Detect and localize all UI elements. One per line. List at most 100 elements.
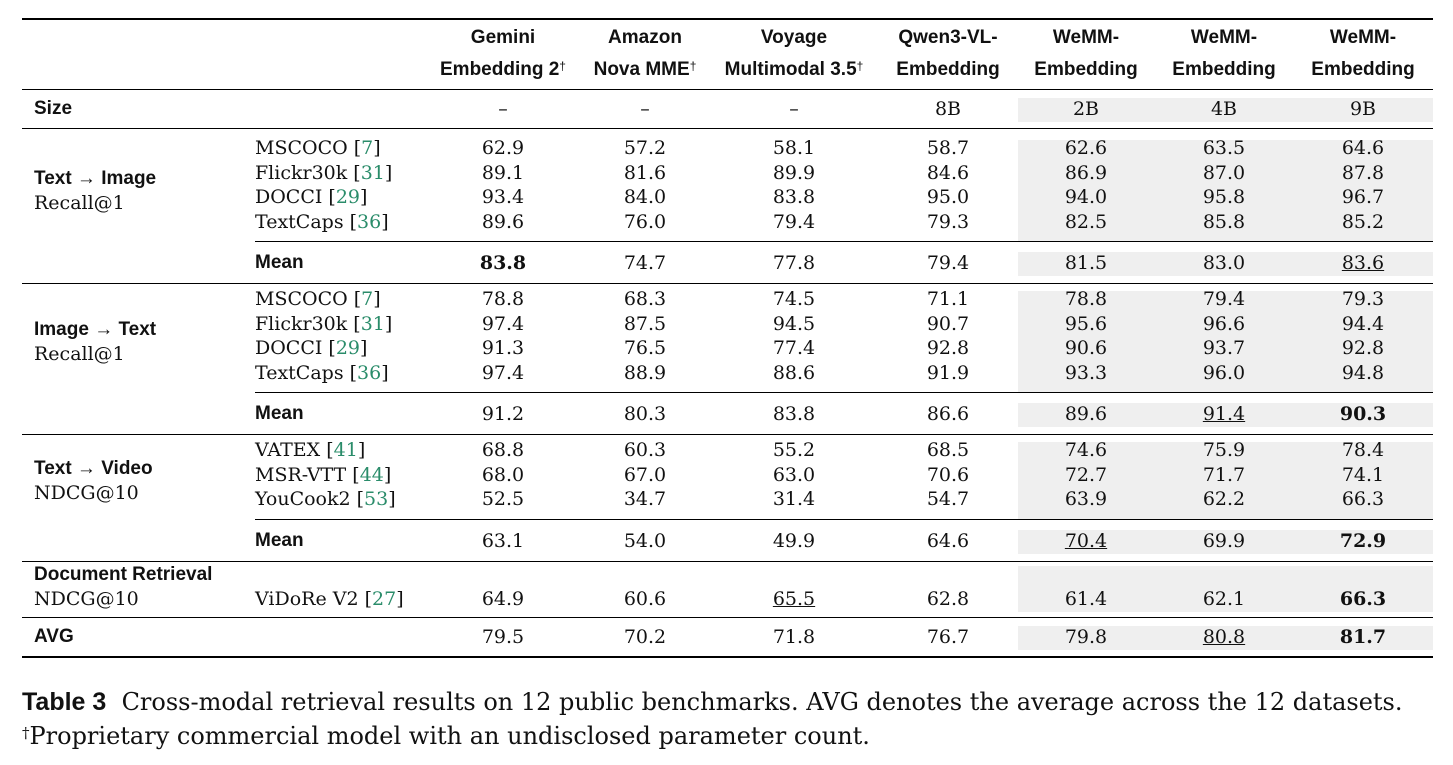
- table-cell: 52.5: [481, 488, 525, 510]
- group-title: Document Retrieval: [34, 564, 213, 585]
- avg-cell: 70.2: [623, 626, 667, 648]
- mean-cell: 90.3: [1339, 403, 1387, 425]
- citation-close: ]: [383, 463, 392, 486]
- table-cell: 84.6: [926, 161, 970, 184]
- shade-mean: [1018, 529, 1433, 554]
- group-metric: Recall@1: [34, 192, 125, 214]
- column-header-name: Embedding: [1034, 59, 1138, 80]
- mean-cell: 63.1: [481, 529, 525, 552]
- group-title: Image → Text: [34, 319, 157, 340]
- dataset-name: Flickr30k [: [255, 161, 361, 184]
- table-cell: 87.0: [1202, 161, 1246, 184]
- column-header-name: Embedding 2: [440, 59, 560, 80]
- table-cell: 64.9: [481, 588, 525, 610]
- citation-close: ]: [360, 337, 368, 359]
- shade-mean: [1018, 252, 1433, 276]
- mean-separator: [255, 518, 1433, 520]
- document-rule: [22, 617, 1433, 618]
- mean-cell: 83.8: [479, 252, 527, 274]
- mean-cell: 79.4: [926, 252, 970, 274]
- dagger-mark: †: [856, 59, 864, 73]
- mean-cell: 77.8: [772, 252, 816, 274]
- column-header-line1: WeMM-: [1329, 27, 1397, 48]
- table-cell: 68.3: [623, 288, 667, 310]
- table-cell: 76.0: [623, 210, 667, 233]
- table-cell: 79.3: [926, 210, 970, 233]
- table-cell: 54.7: [926, 488, 970, 510]
- group-metric: NDCG@10: [34, 588, 139, 610]
- avg-cell: 76.7: [926, 626, 970, 648]
- shade-mean: [1018, 403, 1433, 427]
- mean-label: Mean: [255, 403, 304, 424]
- citation-close: ]: [360, 186, 368, 208]
- table-cell: 58.1: [772, 137, 816, 159]
- shade-group: [1018, 291, 1433, 393]
- column-header-name: Nova MME: [593, 59, 690, 80]
- citation-close: ]: [357, 439, 366, 461]
- mean-cell: 64.6: [926, 529, 970, 552]
- table-cell: 79.4: [772, 210, 816, 233]
- dataset-name: DOCCI [: [255, 186, 336, 208]
- column-header-name: Embedding: [1311, 59, 1415, 80]
- mean-cell: 91.4: [1202, 403, 1246, 425]
- group-rule: [22, 434, 1433, 435]
- group-rule: [22, 283, 1433, 284]
- table-cell: 62.2: [1202, 488, 1246, 510]
- table-cell: 90.6: [1064, 337, 1108, 359]
- citation-ref: 27: [372, 588, 397, 610]
- column-header-line2: Embedding 2†: [423, 54, 583, 86]
- dataset-label: DOCCI [29]: [255, 185, 367, 209]
- column-header-line2: Embedding: [1006, 54, 1166, 86]
- citation-ref: 36: [357, 361, 382, 384]
- dataset-label: Flickr30k [31]: [255, 312, 392, 336]
- dataset-name: TextCaps [: [255, 361, 358, 384]
- citation-close: ]: [381, 210, 389, 233]
- table-cell: 94.8: [1341, 361, 1385, 384]
- citation-ref: 44: [359, 463, 384, 486]
- mean-label: Mean: [255, 529, 304, 551]
- table-cell: 74.5: [772, 288, 816, 310]
- table-cell: 62.1: [1202, 588, 1246, 610]
- column-header-line2: Embedding: [1144, 54, 1304, 86]
- citation-close: ]: [384, 312, 393, 335]
- table-cell: 83.8: [772, 186, 816, 208]
- mean-cell: 70.4: [1064, 529, 1108, 552]
- table-top-rule: [22, 18, 1433, 20]
- table-cell: 90.7: [926, 312, 970, 335]
- table-cell: 95.6: [1064, 312, 1108, 335]
- dataset-name: YouCook2 [: [255, 488, 365, 510]
- table-cell: 31.4: [772, 488, 816, 510]
- table-cell: 88.6: [772, 361, 816, 384]
- avg-cell: 81.7: [1339, 626, 1387, 648]
- column-header-line1: Voyage: [760, 27, 828, 48]
- dataset-name: ViDoRe V2 [: [255, 588, 372, 610]
- table-cell: 74.1: [1341, 463, 1385, 486]
- table-cell: 95.8: [1202, 186, 1246, 208]
- mean-cell: 89.6: [1064, 403, 1108, 425]
- group-metric: NDCG@10: [34, 481, 139, 504]
- citation-ref: 7: [361, 137, 374, 159]
- mean-cell: 83.8: [772, 403, 816, 425]
- table-cell: 66.3: [1341, 488, 1385, 510]
- table-cell: 94.5: [772, 312, 816, 335]
- dataset-label: TextCaps [36]: [255, 210, 389, 234]
- table-caption: Table 3 Cross-modal retrieval results on…: [22, 685, 1442, 753]
- avg-cell: 80.8: [1202, 626, 1246, 648]
- table-cell: 62.9: [481, 137, 525, 159]
- table-cell: 91.9: [926, 361, 970, 384]
- dataset-name: DOCCI [: [255, 337, 336, 359]
- table-cell: 94.4: [1341, 312, 1385, 335]
- table-cell: 93.3: [1064, 361, 1108, 384]
- mean-cell: 83.6: [1341, 252, 1385, 274]
- caption-text: Cross-modal retrieval results on 12 publ…: [121, 688, 1403, 716]
- table-cell: 55.2: [772, 439, 816, 461]
- column-header-line1: Qwen3-VL-: [898, 27, 998, 48]
- table-cell: 93.4: [481, 186, 525, 208]
- column-header-line2: Embedding: [1283, 54, 1443, 86]
- column-header-name: Embedding: [1172, 59, 1276, 80]
- table-cell: 77.4: [772, 337, 816, 359]
- table-cell: 95.0: [926, 186, 970, 208]
- dataset-label: MSR-VTT [44]: [255, 463, 391, 487]
- mean-cell: 80.3: [623, 403, 667, 425]
- shade-document: [1018, 566, 1433, 612]
